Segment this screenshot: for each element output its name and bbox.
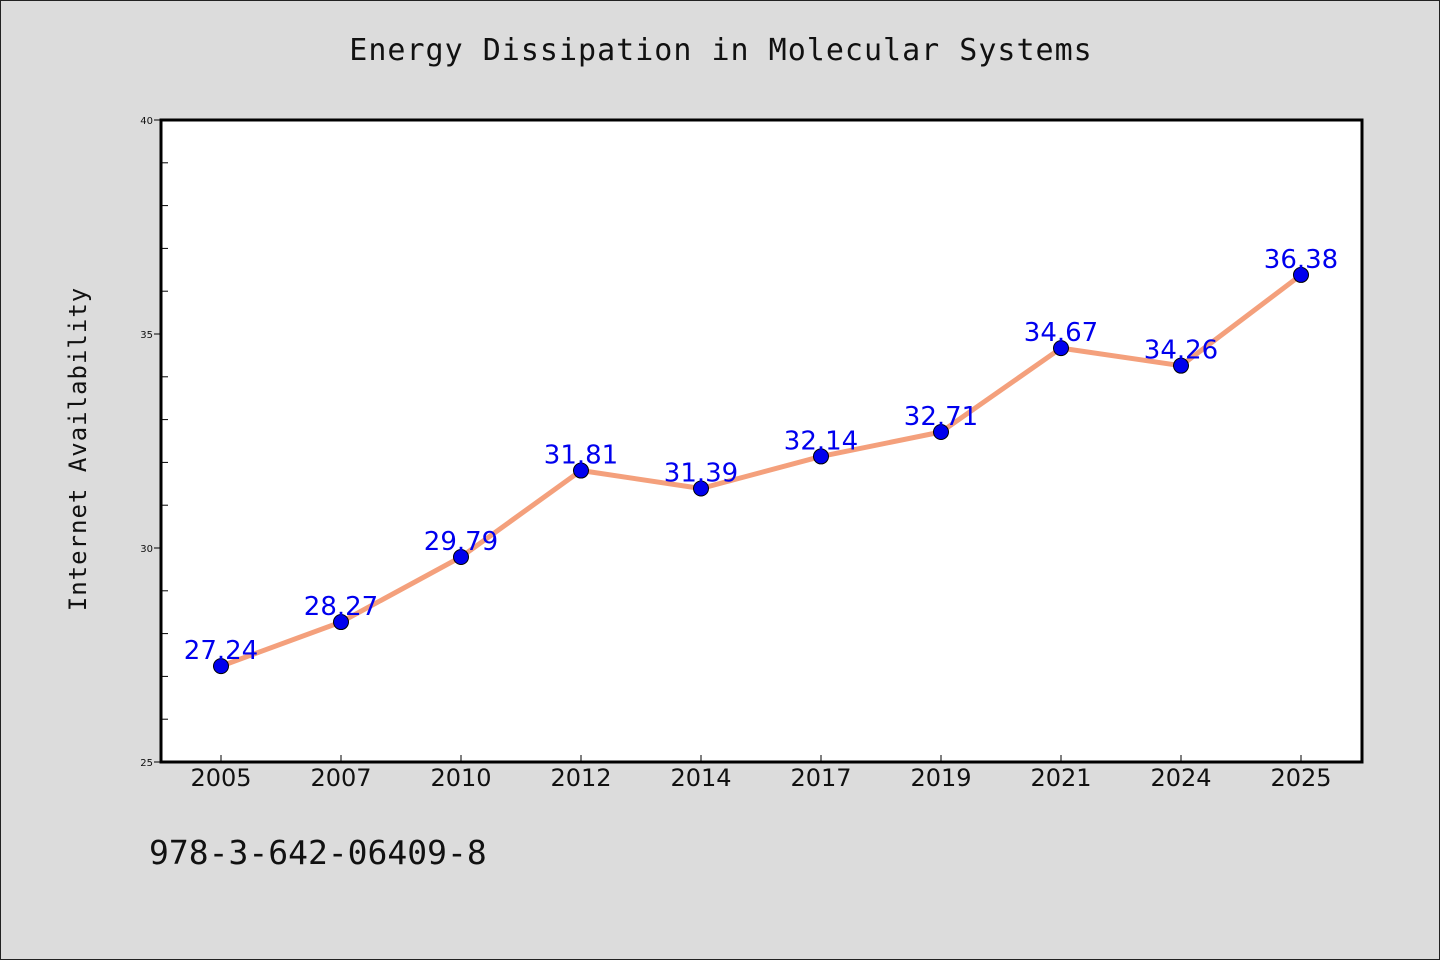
data-labels: 27.24 28.27 29.79 31.81 31.39 32.14 32.71 34.67… [184, 245, 1338, 666]
data-point [1053, 340, 1069, 357]
x-tick-label: 2017 [790, 764, 851, 792]
data-point [813, 448, 829, 465]
data-point [933, 424, 949, 441]
x-tick-label: 2014 [670, 764, 731, 792]
x-tick-label: 2019 [910, 764, 971, 792]
x-tick-label: 2007 [310, 764, 371, 792]
plot-area [159, 118, 1364, 764]
series-line [218, 272, 1304, 669]
y-axis-label: Internet Availability [64, 287, 92, 611]
y-tick-label: 30 [140, 544, 153, 555]
data-label: 34.26 [1144, 336, 1218, 366]
footer-code: 978-3-642-06409-8 [149, 833, 487, 872]
y-tick-label: 40 [140, 116, 153, 127]
data-label: 32.14 [784, 426, 858, 456]
x-tick-label: 2021 [1030, 764, 1091, 792]
x-tick-label: 2024 [1150, 764, 1211, 792]
data-point [693, 480, 709, 497]
y-tick-label: 25 [140, 758, 153, 769]
data-label: 31.39 [664, 459, 738, 489]
data-label: 29.79 [424, 527, 498, 557]
data-point [573, 462, 589, 479]
data-point [1173, 357, 1189, 374]
data-point [333, 614, 349, 631]
data-label: 28.27 [304, 592, 378, 622]
y-tick-label: 35 [140, 330, 153, 341]
y-axis-ticks: 25 30 35 40 [140, 116, 168, 769]
data-label: 36.38 [1264, 245, 1338, 275]
x-tick-label: 2012 [550, 764, 611, 792]
x-tick-label: 2010 [430, 764, 491, 792]
data-point [213, 658, 229, 675]
data-point [453, 548, 469, 565]
data-label: 27.24 [184, 636, 258, 666]
data-label: 34.67 [1024, 318, 1098, 348]
x-tick-label: 2005 [190, 764, 251, 792]
data-label: 31.81 [544, 441, 618, 471]
chart-title: Energy Dissipation in Molecular Systems [349, 33, 1093, 68]
data-markers [213, 266, 1309, 675]
data-label: 32.71 [904, 402, 978, 432]
data-point [1293, 266, 1309, 283]
x-tick-label: 2025 [1270, 764, 1331, 792]
x-axis-ticks: 2005 2007 2010 2012 2014 2017 2019 2021 2024 2025 [190, 755, 1332, 792]
